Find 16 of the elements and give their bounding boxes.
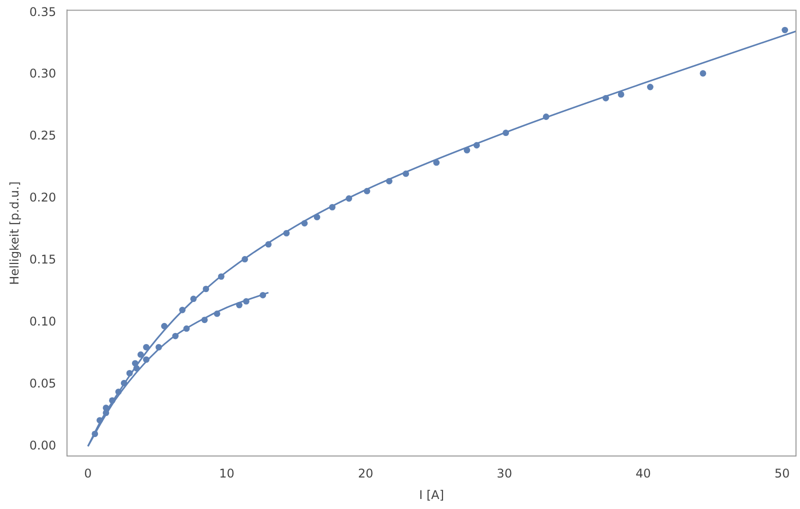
y-tick-label: 0.25	[29, 128, 56, 143]
y-tick-label: 0.00	[29, 438, 56, 452]
y-axis-title: Helligkeit [p.d.u.]	[7, 181, 22, 285]
x-tick-label: 0	[84, 466, 92, 481]
y-tick-label: 0.15	[29, 252, 56, 267]
y-tick-label: 0.30	[29, 66, 56, 81]
y-tick-label: 0.05	[29, 376, 56, 390]
x-tick-label: 20	[358, 466, 374, 481]
y-tick-label: 0.10	[29, 314, 56, 329]
x-axis-title: I [A]	[419, 488, 444, 502]
y-tick-label: 0.35	[29, 4, 56, 19]
x-tick-label: 40	[636, 466, 651, 481]
x-tick-label: 10	[219, 466, 234, 481]
x-tick-label: 30	[496, 466, 512, 481]
y-tick-label: 0.20	[29, 190, 56, 205]
x-tick-label: 50	[774, 466, 790, 481]
